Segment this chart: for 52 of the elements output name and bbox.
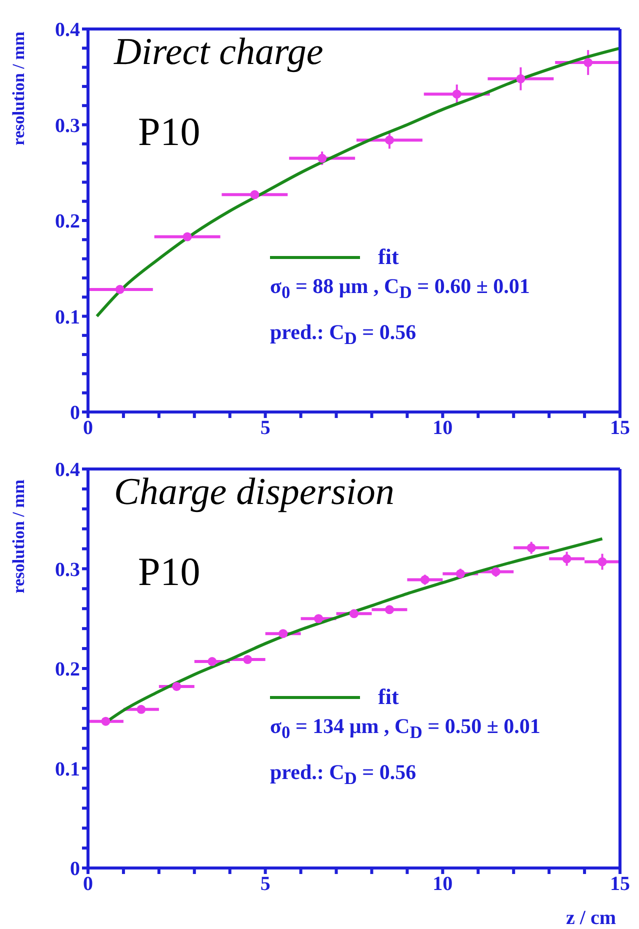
y-tick-label: 0.3 [55,114,80,137]
point [452,90,462,99]
point [243,655,252,664]
point [318,154,327,163]
x-tick-label: 10 [432,873,453,896]
point [491,567,500,576]
y-axis-title: resolution / mm [9,32,28,146]
point [182,232,192,242]
x-tick-label: 5 [260,417,270,440]
point [384,605,394,614]
point [136,704,146,714]
y-tick-label: 0.1 [55,758,80,780]
point [278,629,288,638]
point [562,554,572,564]
point [101,716,110,726]
point [516,74,526,84]
point [384,136,394,145]
chart-title: Direct charge [114,30,324,74]
y-tick-label: 0.1 [55,306,80,328]
annotation: σ$_{0}$ = 88 μm , C$_{D}$ = 0.60 ± 0.01 [270,274,530,304]
point [456,569,465,578]
x-tick-label: 5 [260,873,270,896]
point [526,543,536,552]
legend-label: fit [378,244,399,270]
point [420,575,430,584]
y-tick-label: 0.2 [55,210,80,233]
point [172,682,182,691]
y-tick-label: 0.2 [55,658,80,681]
point [598,557,607,566]
point [584,58,593,68]
point [250,190,260,200]
annotation: P10 [138,548,200,595]
x-tick-label: 15 [610,873,630,896]
y-tick-label: 0.4 [55,19,80,42]
y-tick-label: 0.4 [55,459,80,482]
x-tick-label: 15 [610,417,630,440]
annotation: pred.: C$_{D}$ = 0.56 [270,320,416,350]
x-axis-title: z / cm [566,907,616,929]
annotation: σ$_{0}$ = 134 μm , C$_{D}$ = 0.50 ± 0.01 [270,714,540,744]
point [115,284,124,294]
point [349,609,359,618]
x-tick-label: 10 [432,417,453,440]
y-tick-label: 0 [70,402,80,424]
annotation: pred.: C$_{D}$ = 0.56 [270,760,416,790]
chart-title: Charge dispersion [114,470,394,514]
annotation: P10 [138,108,200,155]
y-tick-label: 0.3 [55,558,80,581]
y-axis-title: resolution / mm [9,480,28,594]
y-tick-label: 0 [70,858,80,880]
point [208,657,217,666]
legend-label: fit [378,684,399,710]
point [314,614,324,624]
